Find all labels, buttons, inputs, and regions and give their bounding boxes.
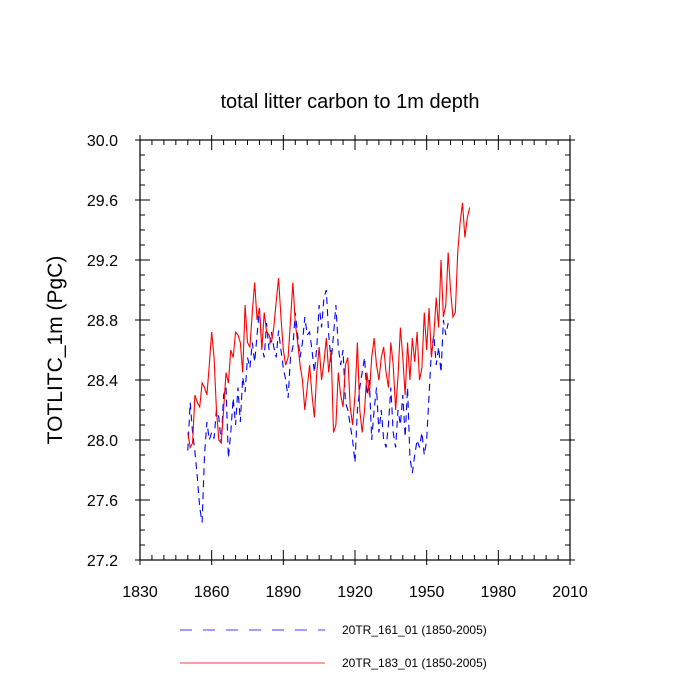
chart-title: total litter carbon to 1m depth	[220, 91, 479, 113]
legend-label-series-1: 20TR_161_01 (1850-2005)	[342, 623, 487, 637]
x-tick-label: 1920	[337, 584, 373, 601]
plot-frame	[139, 139, 571, 561]
legend-label-series-2: 20TR_183_01 (1850-2005)	[342, 656, 487, 670]
x-tick-label: 1890	[266, 584, 302, 601]
y-tick-label: 28.0	[87, 433, 118, 450]
y-tick-label: 29.6	[87, 193, 118, 210]
series-line-1	[187, 289, 449, 523]
x-tick-label: 1860	[194, 584, 230, 601]
y-tick-label: 29.2	[87, 253, 118, 270]
x-tick-label: 1830	[122, 584, 158, 601]
y-tick-label: 27.6	[87, 493, 118, 510]
y-tick-label: 28.4	[87, 373, 118, 390]
y-tick-label: 30.0	[87, 133, 118, 150]
y-axis-label: TOTLITC_1m (PgC)	[44, 256, 67, 445]
y-tick-label: 28.8	[87, 313, 118, 330]
axis-tick-labels: 1830 1860 1890 1920 1950 1980 2010 27.2 27.6 28.0…	[87, 133, 588, 601]
legend: 20TR_161_01 (1850-2005) 20TR_183_01 (185…	[180, 623, 487, 670]
x-tick-label: 1980	[481, 584, 517, 601]
axis-ticks	[135, 135, 575, 565]
plot-lines	[187, 202, 471, 523]
x-tick-label: 1950	[409, 584, 445, 601]
x-tick-label: 2010	[552, 584, 588, 601]
y-tick-label: 27.2	[87, 553, 118, 570]
series-line-2	[187, 202, 471, 450]
